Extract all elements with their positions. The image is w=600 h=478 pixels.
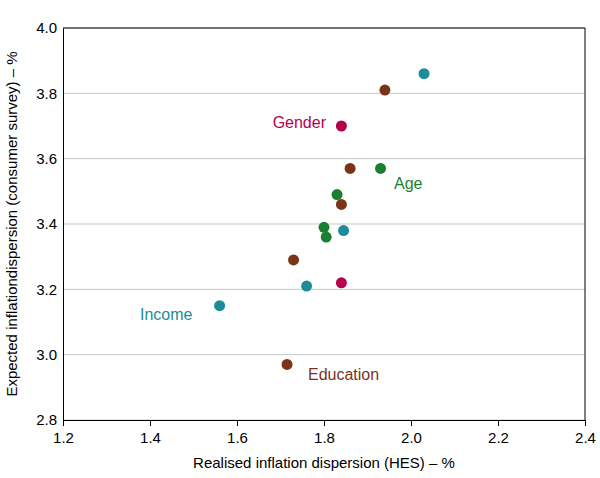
series-label: Gender <box>273 114 327 131</box>
x-tick-label: 1.2 <box>53 429 74 446</box>
y-axis-title: Expected inflationdispersion (consumer s… <box>3 51 20 396</box>
x-axis-title: Realised inflation dispersion (HES) – % <box>193 454 455 471</box>
y-tick-label: 2.8 <box>36 411 57 428</box>
x-tick-label: 2.0 <box>401 429 422 446</box>
x-tick: 2.2 <box>488 420 509 446</box>
y-tick: 3.4 <box>36 215 63 232</box>
grid-line <box>63 93 585 94</box>
point <box>336 277 347 288</box>
x-tick: 1.4 <box>140 420 161 446</box>
point <box>214 300 225 311</box>
chart: 1.2 1.4 1.6 1.8 2.0 2.2 2.4 2.8 3.0 3.2 3.4 3.6 3.8 4… <box>0 0 600 478</box>
x-tick-mark <box>63 420 64 426</box>
point <box>336 121 347 132</box>
x-tick-label: 2.4 <box>575 429 596 446</box>
y-tick: 4.0 <box>36 19 63 36</box>
grid-line <box>63 158 585 159</box>
point <box>419 68 430 79</box>
x-tick-mark <box>237 420 238 426</box>
point <box>379 85 390 96</box>
grid-line <box>63 289 585 290</box>
y-tick: 3.6 <box>36 150 63 167</box>
y-tick-label: 3.8 <box>36 85 57 102</box>
grid-line <box>63 354 585 355</box>
x-tick: 1.6 <box>227 420 248 446</box>
point <box>319 222 330 233</box>
y-tick: 3.2 <box>36 281 63 298</box>
point <box>288 254 299 265</box>
y-axis-line <box>63 29 64 421</box>
frame-top <box>63 28 585 29</box>
point <box>301 281 312 292</box>
y-tick: 3.0 <box>36 346 63 363</box>
y-tick-label: 3.2 <box>36 281 57 298</box>
y-tick-label: 3.6 <box>36 150 57 167</box>
series-label: Education <box>308 366 379 383</box>
grid <box>63 28 585 420</box>
point <box>332 189 343 200</box>
point <box>375 163 386 174</box>
x-tick-label: 1.6 <box>227 429 248 446</box>
y-tick-label: 3.0 <box>36 346 57 363</box>
y-tick-label: 4.0 <box>36 19 57 36</box>
x-tick-label: 1.8 <box>314 429 335 446</box>
series-label: Income <box>140 306 193 323</box>
point <box>336 199 347 210</box>
grid-line <box>63 28 585 29</box>
series-label: Age <box>394 175 423 192</box>
x-tick-mark <box>150 420 151 426</box>
points <box>214 68 429 370</box>
series <box>319 163 387 243</box>
point <box>282 359 293 370</box>
point <box>321 232 332 243</box>
x-tick: 2.4 <box>575 420 596 446</box>
x-tick-mark <box>411 420 412 426</box>
x-tick-label: 1.4 <box>140 429 161 446</box>
x-tick-mark <box>324 420 325 426</box>
x-tick-label: 2.2 <box>488 429 509 446</box>
x-tick: 2.0 <box>401 420 422 446</box>
series <box>336 121 347 289</box>
x-tick-mark <box>585 420 586 426</box>
series <box>214 68 429 311</box>
x-tick-mark <box>498 420 499 426</box>
y-tick: 2.8 <box>36 411 63 428</box>
y-tick: 3.8 <box>36 85 63 102</box>
y-tick-label: 3.4 <box>36 215 57 232</box>
x-axis: 1.2 1.4 1.6 1.8 2.0 2.2 2.4 <box>53 420 596 446</box>
y-axis: 2.8 3.0 3.2 3.4 3.6 3.8 4.0 <box>36 19 63 428</box>
x-tick: 1.8 <box>314 420 335 446</box>
point <box>338 225 349 236</box>
point <box>345 163 356 174</box>
frame-right <box>585 28 586 420</box>
